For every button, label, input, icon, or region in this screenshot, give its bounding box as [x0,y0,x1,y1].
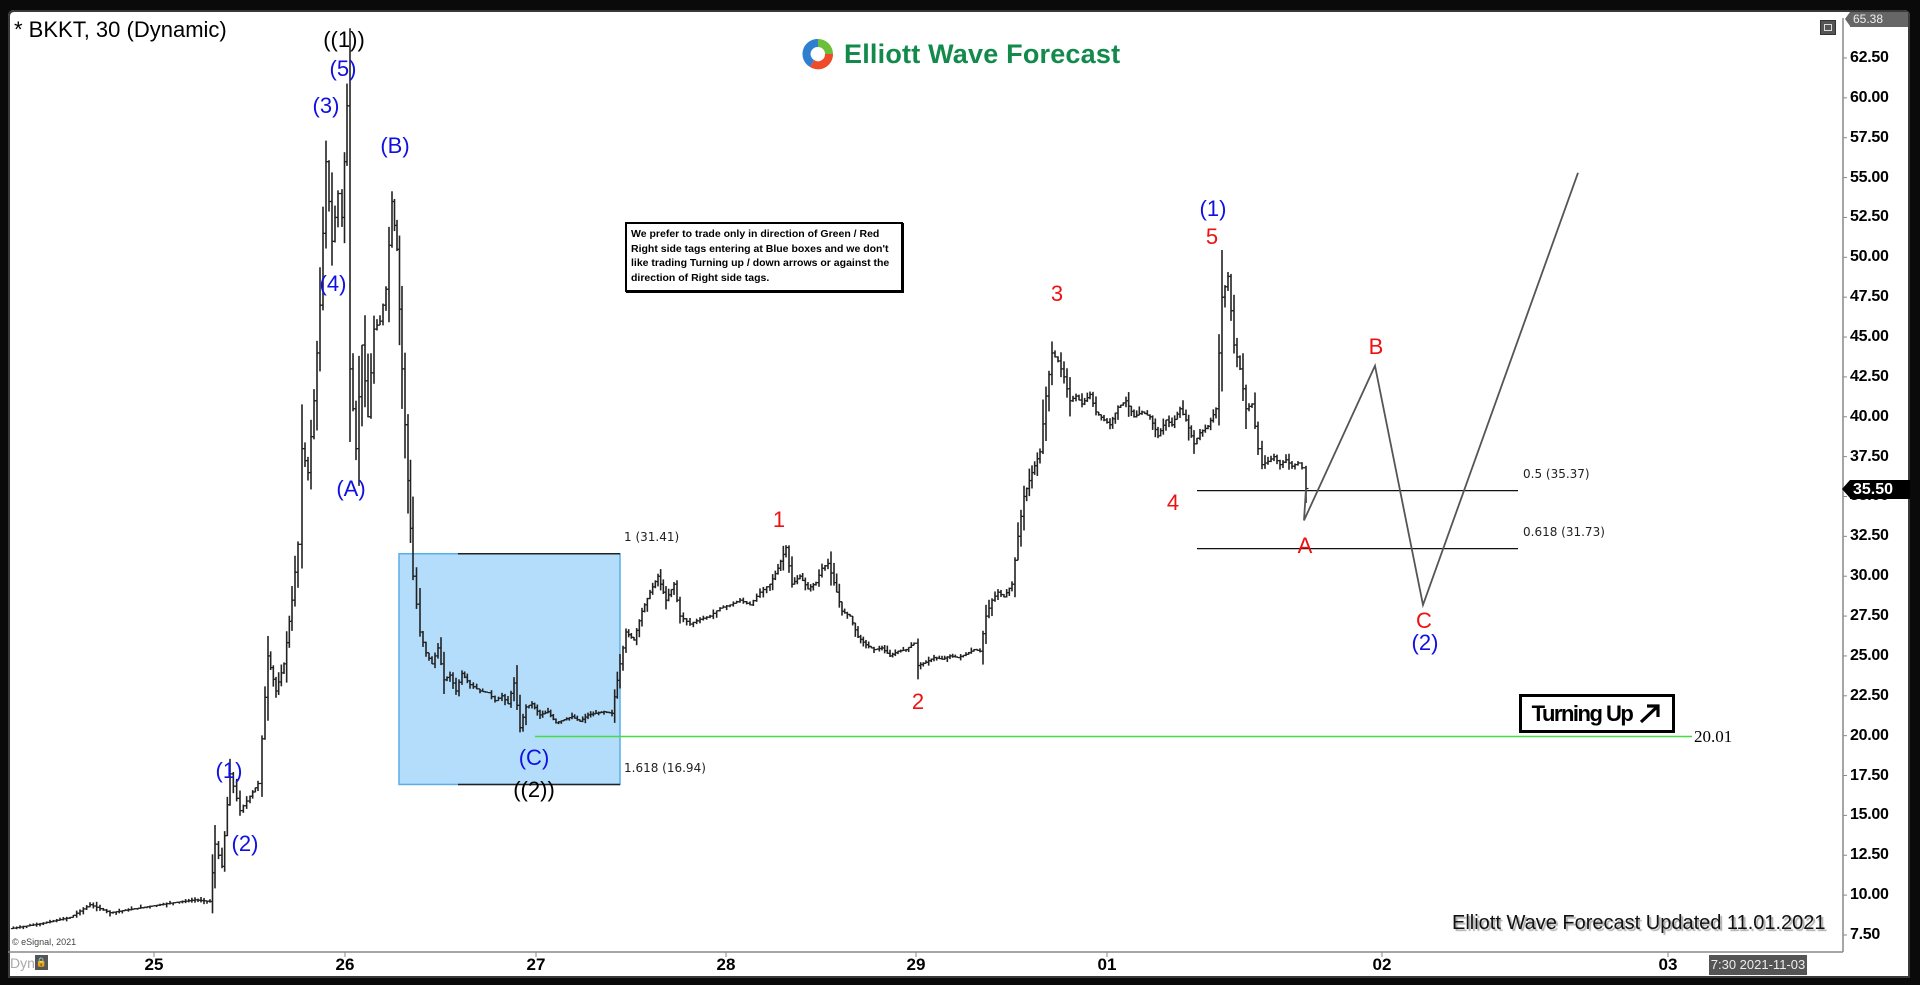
arrow-up-right-icon [1640,703,1660,723]
logo-icon [802,38,834,70]
y-tick-label: 10.00 [1850,886,1889,904]
y-tick-label: 27.50 [1850,607,1889,625]
y-tick-label: 37.50 [1850,447,1889,465]
wave-label: C [1416,607,1432,633]
logo: Elliott Wave Forecast [800,36,1120,72]
updated-text: Elliott Wave Forecast Updated 11.01.2021 [1452,912,1826,934]
x-tick-label: 02 [1372,955,1392,974]
wave-label: ((1)) [323,27,365,53]
wave-label: 3 [1050,280,1064,306]
y-tick-label: 47.50 [1850,288,1889,306]
y-tick-label: 42.50 [1850,367,1889,385]
y-tick-label: 52.50 [1850,208,1889,226]
y-tick-label: 62.50 [1850,49,1889,66]
dyn-label: Dyn [10,955,35,971]
fib-level-label: 0.618 (31.73) [1523,524,1605,539]
wave-label: (3) [312,92,340,118]
y-tick-label: 50.00 [1850,248,1889,266]
wave-label: (A) [336,475,366,501]
y-tick-label: 55.00 [1850,168,1889,186]
wave-label: (4) [319,271,347,297]
x-tick-label: 29 [906,955,926,974]
support-level-label: 20.01 [1694,727,1733,746]
x-tick-label: 25 [144,955,164,974]
trading-note: We prefer to trade only in direction of … [625,222,903,292]
x-tick-label: 28 [716,955,736,974]
wave-label: B [1368,333,1384,359]
wave-label: (1) [1199,196,1227,222]
wave-label: (2) [231,831,259,857]
chart-title: * BKKT, 30 (Dynamic) [14,17,227,42]
top-price-tag: 65.38 [1845,12,1908,27]
lock-icon[interactable]: 🔒 [35,955,48,970]
y-tick-label: 22.50 [1850,686,1889,704]
fib-level-label: 1 (31.41) [624,529,680,544]
logo-text: Elliott Wave Forecast [844,38,1121,69]
y-tick-label: 60.00 [1850,88,1889,106]
y-tick-label: 45.00 [1850,328,1889,346]
y-tick-label: 32.50 [1850,527,1889,545]
chart-window: * BKKT, 30 (Dynamic) Elliott Wave Foreca… [8,10,1910,978]
wave-label: ((2)) [513,776,555,802]
y-tick-label: 12.50 [1850,846,1889,864]
y-tick-label: 20.00 [1850,726,1889,744]
x-tick-label: 27 [526,955,546,974]
wave-label: 5 [1205,223,1219,249]
turning-up-tag: Turning Up [1519,694,1675,733]
wave-label: (1) [215,757,243,783]
fib-level-label: 0.5 (35.37) [1523,466,1590,481]
wave-label: A [1297,532,1313,558]
turning-up-label: Turning Up [1531,700,1634,726]
y-tick-label: 17.50 [1850,766,1889,784]
fib-level-label: 1.618 (16.94) [624,760,706,775]
projection-path [1303,172,1579,609]
price-chart[interactable] [8,10,1910,978]
wave-label: (2) [1411,630,1439,656]
wave-label: (5) [329,56,357,82]
cursor-time-tag: 7:30 2021-11-03 [1709,955,1807,975]
x-tick-label: 01 [1097,955,1117,974]
wave-label: 2 [911,689,925,715]
x-tick-label: 03 [1658,955,1678,974]
y-tick-label: 7.50 [1850,925,1880,943]
wave-label: (C) [518,744,550,770]
copyright-text: © eSignal, 2021 [12,937,77,947]
restore-window-icon[interactable] [1820,20,1836,35]
blue-box-zone [398,552,621,786]
y-tick-label: 40.00 [1850,407,1889,425]
y-tick-label: 25.00 [1850,646,1889,664]
wave-label: (B) [380,132,410,158]
y-tick-label: 57.50 [1850,128,1889,146]
x-tick-label: 26 [335,955,355,974]
wave-label: 1 [772,507,786,533]
y-tick-label: 30.00 [1850,567,1889,585]
y-tick-label: 15.00 [1850,806,1889,824]
wave-label: 4 [1166,489,1180,515]
current-price-tag: 35.50 [1842,480,1910,499]
